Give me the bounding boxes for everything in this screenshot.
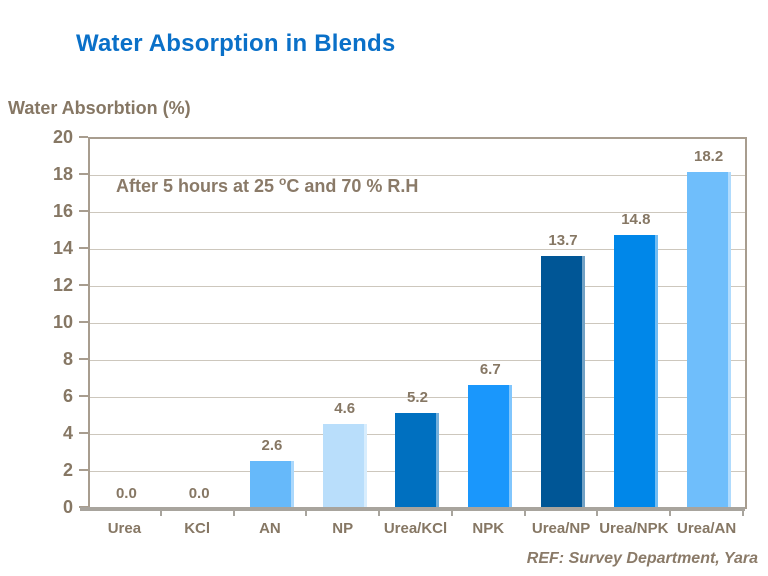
y-tick-mark-18 — [79, 173, 88, 175]
x-tick-label-Urea/NP: Urea/NP — [531, 520, 591, 537]
y-tick-mark-2 — [79, 469, 88, 471]
bar-AN — [249, 460, 294, 509]
x-axis-line — [80, 507, 745, 511]
chart-annotation: After 5 hours at 25 oC and 70 % R.H — [116, 174, 418, 197]
y-axis-title: Water Absorbtion (%) — [8, 98, 191, 118]
annotation-text-1: After 5 hours at 25 — [116, 176, 280, 196]
y-tick-mark-10 — [79, 321, 88, 323]
x-tick-label-KCl: KCl — [184, 520, 211, 537]
value-label-NPK: 6.7 — [479, 361, 501, 379]
page-title: Water Absorption in Blends — [76, 30, 396, 57]
y-tick-label-0: 0 — [62, 497, 73, 517]
category-slot-Urea/NPK: 14.8 — [599, 139, 672, 509]
value-label-Urea/AN: 18.2 — [693, 148, 724, 166]
bar-Urea/KCl — [395, 412, 440, 509]
gridline-14 — [90, 249, 745, 250]
y-tick-label-20: 20 — [52, 127, 73, 147]
category-slot-NPK: 6.7 — [454, 139, 527, 509]
value-label-Urea/NP: 13.7 — [548, 231, 578, 249]
x-tick-mark-7 — [669, 509, 672, 516]
x-tick-mark-5 — [523, 509, 526, 516]
y-tick-label-10: 10 — [52, 312, 73, 332]
gridline-8 — [90, 360, 745, 361]
gridline-12 — [90, 286, 745, 287]
value-label-KCl: 0.0 — [188, 485, 210, 502]
x-tick-mark-1 — [232, 509, 235, 516]
x-tick-label-NPK: NPK — [472, 520, 505, 537]
x-tick-mark-0 — [159, 509, 162, 516]
bar-Urea/NP — [541, 255, 586, 509]
y-tick-label-16: 16 — [52, 201, 73, 221]
value-label-NP: 4.6 — [334, 399, 356, 417]
category-slot-AN: 2.6 — [236, 139, 309, 509]
value-label-Urea/KCl: 5.2 — [407, 388, 428, 406]
category-slot-NP: 4.6 — [308, 139, 381, 509]
y-tick-label-12: 12 — [52, 275, 73, 295]
x-tick-mark-4 — [450, 509, 453, 516]
y-tick-mark-12 — [79, 284, 88, 286]
x-tick-mark-3 — [378, 509, 381, 516]
value-label-AN: 2.6 — [261, 436, 283, 454]
x-tick-mark-2 — [305, 509, 308, 516]
bar-Urea/NPK — [613, 235, 658, 509]
y-tick-mark-6 — [79, 395, 88, 397]
y-tick-label-4: 4 — [62, 423, 73, 443]
gridline-18 — [90, 175, 745, 176]
reference-text: REF: Survey Department, Yara — [526, 550, 758, 567]
annotation-text-2: C and 70 % R.H — [286, 176, 419, 196]
plot-area: 0.0 0.0 2.6 4.6 5.2 6.7 13.7 14.8 18.2 — [80, 137, 747, 511]
gridline-16 — [90, 212, 745, 213]
value-label-Urea: 0.0 — [115, 485, 137, 502]
category-slot-Urea: 0.0 — [90, 139, 163, 509]
bar-NPK — [468, 385, 513, 509]
y-tick-mark-16 — [79, 210, 88, 212]
x-tick-mark-8 — [742, 509, 744, 516]
x-tick-label-AN: AN — [259, 520, 281, 537]
x-tick-label-Urea/NPK: Urea/NPK — [599, 520, 669, 537]
bar-NP — [322, 423, 367, 509]
gridline-6 — [90, 397, 745, 398]
x-tick-label-Urea: Urea — [107, 520, 142, 537]
y-tick-mark-20 — [79, 136, 88, 138]
y-tick-label-14: 14 — [52, 238, 73, 258]
y-tick-label-8: 8 — [62, 349, 73, 369]
x-tick-label-NP: NP — [332, 520, 354, 537]
category-slot-Urea/AN: 18.2 — [672, 139, 745, 509]
bar-Urea/AN — [686, 172, 731, 509]
annotation-superscript: o — [279, 174, 287, 188]
x-tick-label-Urea/KCl: Urea/KCl — [383, 520, 448, 537]
y-tick-mark-14 — [79, 247, 88, 249]
y-tick-label-18: 18 — [52, 164, 73, 184]
category-slot-KCl: 0.0 — [163, 139, 236, 509]
category-slot-Urea/NP: 13.7 — [527, 139, 600, 509]
y-tick-label-2: 2 — [62, 460, 73, 480]
x-tick-mark-6 — [596, 509, 599, 516]
category-slot-Urea/KCl: 5.2 — [381, 139, 454, 509]
x-tick-label-Urea/AN: Urea/AN — [677, 520, 737, 537]
gridline-10 — [90, 323, 745, 324]
y-tick-mark-8 — [79, 358, 88, 360]
y-tick-label-6: 6 — [62, 386, 73, 406]
y-tick-mark-4 — [79, 432, 88, 434]
value-label-Urea/NPK: 14.8 — [621, 211, 651, 229]
